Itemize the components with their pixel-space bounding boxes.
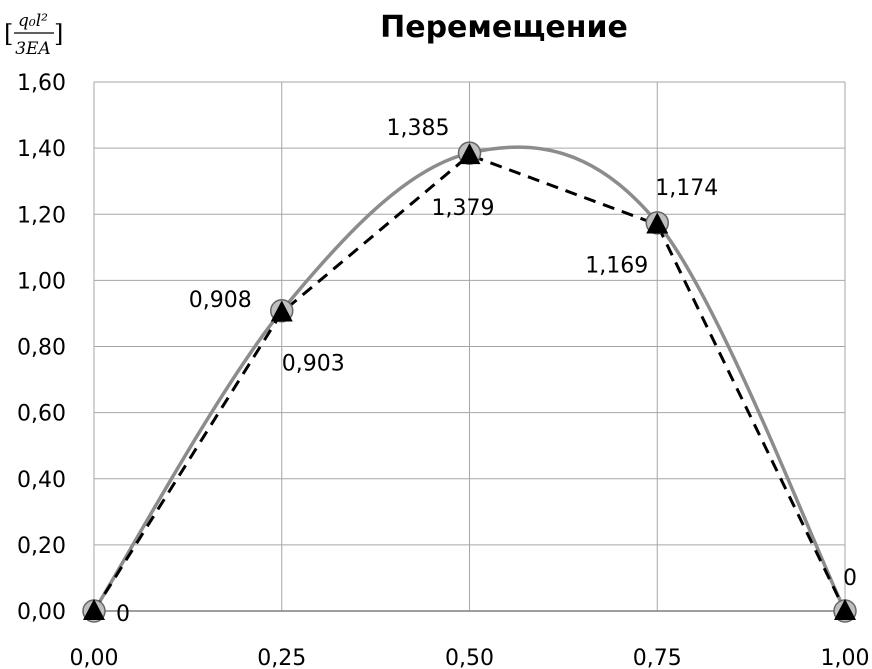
y-tick-label: 1,00 (17, 269, 66, 294)
triangle-marker (646, 212, 669, 234)
data-label-dashed: 0,903 (282, 351, 345, 376)
y-unit-open-bracket: [ (4, 20, 13, 48)
y-unit-denominator: 3EA (15, 39, 51, 59)
x-tick-label: 0,00 (70, 646, 119, 669)
x-tick-label: 1,00 (821, 646, 870, 669)
series-dashed-line (92, 153, 847, 612)
y-unit-numerator: q₀l² (18, 11, 48, 31)
triangle-marker (83, 599, 105, 620)
y-tick-label: 0,40 (17, 468, 66, 493)
data-labels: 0 0,908 1,385 1,174 0 0,903 1,379 1,169 (116, 116, 857, 627)
x-tick-label: 0,50 (445, 646, 494, 669)
chart-title: Перемещение (380, 10, 628, 45)
x-axis-ticks: 0,00 0,25 0,50 0,75 1,00 (70, 646, 870, 669)
y-tick-label: 0,20 (17, 534, 66, 559)
data-label-solid: 0 (843, 566, 857, 591)
y-tick-label: 1,40 (17, 137, 66, 162)
y-tick-label: 0,60 (17, 402, 66, 427)
y-tick-label: 1,60 (17, 71, 66, 96)
y-axis-unit-label: [ q₀l² 3EA ] (4, 11, 63, 59)
data-label-solid: 0 (116, 602, 130, 627)
data-label-solid: 1,385 (387, 116, 450, 141)
data-label-dashed: 1,169 (585, 253, 648, 278)
y-tick-label: 0,80 (17, 336, 66, 361)
data-label-dashed: 1,379 (432, 196, 495, 221)
triangle-marker (270, 300, 293, 322)
y-tick-label: 0,00 (17, 600, 66, 625)
triangle-marker (458, 143, 481, 165)
x-tick-label: 0,25 (257, 646, 306, 669)
data-label-solid: 0,908 (189, 288, 252, 313)
grid (93, 81, 846, 612)
series-dashed (92, 153, 847, 612)
markers (82, 141, 857, 623)
y-unit-close-bracket: ] (54, 20, 63, 48)
data-label-solid: 1,174 (655, 176, 718, 201)
y-tick-label: 1,20 (17, 203, 66, 228)
triangle-marker (834, 599, 856, 620)
y-axis-ticks: 0,00 0,20 0,40 0,60 0,80 1,00 1,20 1,40 1,60 (17, 71, 66, 625)
x-tick-label: 0,75 (633, 646, 682, 669)
